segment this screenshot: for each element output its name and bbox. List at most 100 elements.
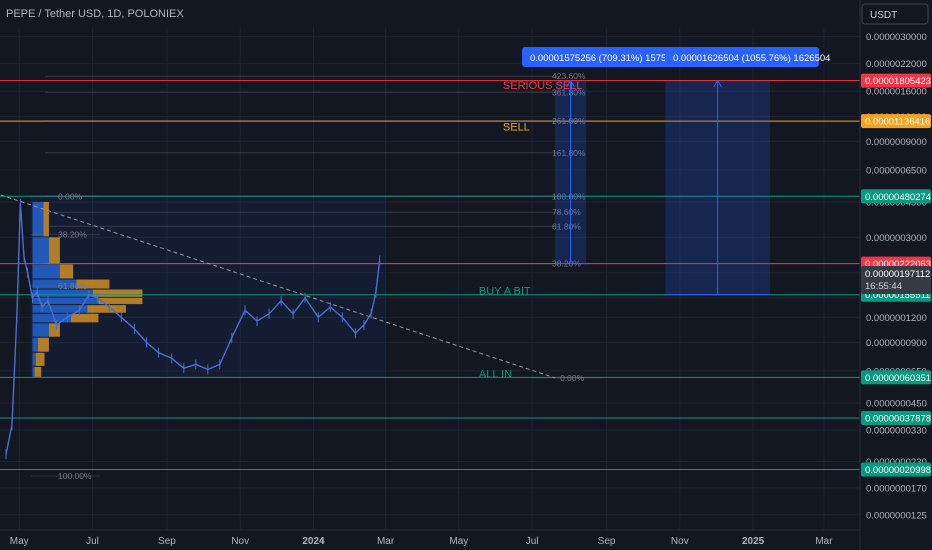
x-tick-label: May bbox=[449, 536, 468, 547]
fib-ext-label: 423.60% bbox=[552, 71, 586, 81]
fib-ret-label: 100.00% bbox=[58, 471, 92, 481]
y-tick-label: 0.0000000170 bbox=[866, 483, 927, 494]
chart-grid bbox=[0, 28, 860, 530]
projection-arrowhead bbox=[566, 80, 575, 88]
level-badge-label: 0.00000480274 bbox=[865, 192, 931, 203]
zone-labels: SERIOUS SELL SELL BUY A BIT ALL IN bbox=[479, 80, 583, 381]
zone-annotation: SERIOUS SELL bbox=[503, 80, 582, 92]
current-price-badge bbox=[861, 266, 931, 295]
current-price-label: 0.00000197112 bbox=[865, 269, 930, 280]
zone-annotation: BUY A BIT bbox=[479, 286, 531, 298]
x-axis: May Jul Sep Nov 2024 Mar May Jul Sep Nov 2025 Mar bbox=[0, 529, 860, 547]
level-badge bbox=[861, 73, 931, 88]
x-tick-label: Mar bbox=[815, 536, 833, 547]
volume-sell-bar bbox=[35, 352, 45, 366]
x-tick-label: 2025 bbox=[742, 536, 765, 547]
x-tick-label: Sep bbox=[598, 536, 616, 547]
trendline-line[interactable] bbox=[0, 193, 556, 379]
fib-ext-label: 100.00% bbox=[552, 191, 586, 201]
price-badges: 0.00001805423 0.00001136416 0.00000480274 0… bbox=[861, 73, 931, 477]
volume-buy-bar bbox=[32, 264, 60, 279]
level-badge bbox=[861, 114, 931, 129]
horizontal-levels bbox=[0, 80, 860, 470]
volume-sell-bar bbox=[48, 237, 60, 264]
level-badge bbox=[861, 462, 931, 477]
x-tick-label: 2024 bbox=[302, 536, 325, 547]
volume-buy-bar bbox=[32, 237, 49, 264]
projection-badge bbox=[665, 47, 819, 67]
volume-sell-bar bbox=[98, 297, 143, 305]
y-tick-label: 0.0000009000 bbox=[866, 137, 927, 148]
volume-profile bbox=[32, 201, 143, 377]
volume-buy-bar bbox=[32, 352, 36, 366]
fib-ext-label: 61.80% bbox=[552, 221, 581, 231]
level-badge bbox=[861, 410, 931, 425]
currency-button[interactable]: USDT bbox=[861, 3, 929, 25]
y-tick-label: 0.0000001200 bbox=[866, 313, 927, 324]
y-tick-label: 0.0000000125 bbox=[866, 510, 927, 521]
price-series bbox=[5, 198, 381, 460]
fib-ext-label: 78.60% bbox=[552, 207, 581, 217]
projection-badge bbox=[522, 47, 672, 67]
y-tick-label: 0.0000022000 bbox=[866, 59, 927, 70]
volume-sell-bar bbox=[34, 366, 42, 377]
x-tick-label: May bbox=[10, 536, 29, 547]
volume-sell-bar bbox=[70, 313, 99, 323]
level-badge-label: 0.00001136416 bbox=[865, 117, 930, 128]
level-badge bbox=[861, 189, 931, 204]
x-tick-label: Nov bbox=[231, 536, 249, 547]
fib-ret-label: 61.80% bbox=[58, 281, 87, 291]
countdown-label: 16:55:44 bbox=[865, 281, 902, 292]
y-tick-label: 0.0000030000 bbox=[866, 32, 927, 43]
y-tick-label: 0.0000016000 bbox=[866, 87, 927, 98]
level-badge-label: 0.00000060351 bbox=[865, 373, 931, 384]
fib-ext-label: 261.80% bbox=[552, 116, 586, 126]
projection-arrowhead bbox=[713, 80, 723, 88]
level-badge-label: 0.00000037878 bbox=[865, 413, 931, 424]
volume-buy-bar bbox=[32, 289, 93, 297]
volume-buy-bar bbox=[32, 337, 38, 352]
chart-title: PEPE / Tether USD, 1D, POLONIEX bbox=[6, 8, 184, 20]
x-tick-label: Sep bbox=[158, 536, 176, 547]
y-tick-label: 0.0000006500 bbox=[866, 165, 927, 176]
currency-button-label: USDT bbox=[870, 10, 897, 21]
zone-annotation: SELL bbox=[503, 121, 530, 133]
x-tick-label: Nov bbox=[671, 536, 689, 547]
trendline bbox=[0, 193, 556, 379]
y-tick-label: 0.0000003000 bbox=[866, 233, 927, 244]
level-badge-label: 0.00001805423 bbox=[865, 76, 931, 87]
fib-ext-label: 161.80% bbox=[552, 148, 586, 158]
y-tick-label: 0.0000000450 bbox=[866, 398, 927, 409]
y-tick-label: 0.0000000900 bbox=[866, 338, 927, 349]
zone-annotation: ALL IN bbox=[479, 369, 512, 381]
volume-sell-bar bbox=[48, 323, 60, 337]
projections: 0.00001575256 (709.31%) 15752560.0000162… bbox=[522, 47, 830, 296]
fib-ret-label: 0.00% bbox=[560, 373, 585, 383]
x-tick-label: Jul bbox=[526, 536, 539, 547]
fib-ext-label: 361.80% bbox=[552, 87, 586, 97]
volume-sell-bar bbox=[37, 337, 49, 352]
level-badge bbox=[861, 370, 931, 385]
volume-buy-bar bbox=[32, 366, 35, 377]
level-badge-label: 0.00000222063 bbox=[865, 259, 931, 270]
price-line bbox=[5, 203, 381, 455]
fib-ret-label: 0.00% bbox=[58, 191, 83, 201]
projection-badge-label: 0.00001626504 (1055.76%) 1626504 bbox=[673, 53, 830, 64]
volume-sell-bar bbox=[92, 289, 143, 297]
volume-buy-bar bbox=[32, 305, 88, 313]
volume-sell-bar bbox=[59, 264, 74, 279]
projection-badge-label: 0.00001575256 (709.31%) 1575256 bbox=[530, 53, 682, 64]
volume-buy-bar bbox=[32, 279, 77, 289]
fib-ret-label: 38.20% bbox=[58, 229, 87, 239]
volume-sell-bar bbox=[43, 201, 49, 237]
volume-buy-bar bbox=[32, 297, 99, 305]
x-tick-label: Mar bbox=[377, 536, 395, 547]
level-badge-label: 0.00000155511 bbox=[865, 290, 930, 301]
level-badge-label: 0.00000020998 bbox=[865, 465, 931, 476]
volume-sell-bar bbox=[76, 279, 110, 289]
volume-buy-bar bbox=[32, 313, 71, 323]
x-tick-label: Jul bbox=[86, 536, 99, 547]
volume-sell-bar bbox=[87, 305, 126, 313]
y-tick-label: 0.0000000330 bbox=[866, 426, 927, 437]
